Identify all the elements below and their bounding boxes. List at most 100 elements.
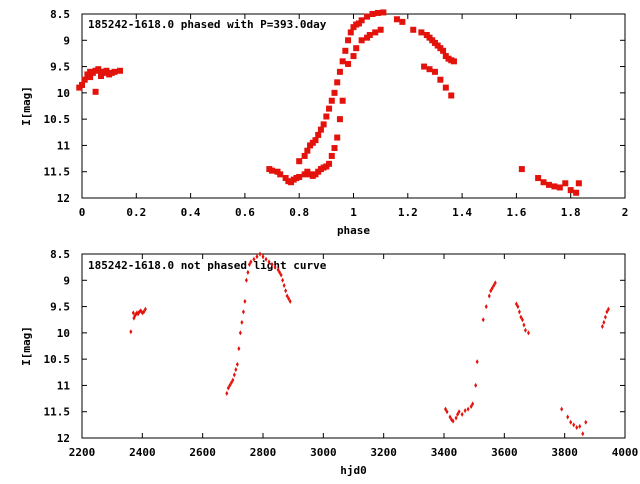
data-point xyxy=(339,97,346,104)
x-tick-label: 1.6 xyxy=(506,206,526,219)
data-point xyxy=(331,145,338,152)
data-point xyxy=(573,189,580,196)
data-point xyxy=(399,18,406,25)
data-point xyxy=(264,256,268,262)
data-point xyxy=(474,382,478,388)
data-series xyxy=(76,9,582,196)
data-point xyxy=(129,329,133,335)
y-tick-label: 8.5 xyxy=(50,248,70,261)
data-point xyxy=(355,20,362,27)
data-point xyxy=(282,175,289,182)
data-series xyxy=(129,251,610,437)
data-point xyxy=(345,37,352,44)
data-point xyxy=(456,411,460,417)
data-point xyxy=(369,11,376,17)
data-point xyxy=(350,53,357,60)
data-point xyxy=(584,419,588,425)
data-point xyxy=(575,180,582,187)
data-point xyxy=(273,264,277,270)
chart-2: 2200 2400 2600 2800 3000 3200 3400 3600 3800 4000… xyxy=(20,248,638,477)
data-point xyxy=(545,181,552,188)
data-point xyxy=(484,304,488,310)
data-point xyxy=(518,166,525,173)
data-point xyxy=(481,317,485,323)
data-point xyxy=(460,411,464,417)
x-tick-label: 0 xyxy=(79,206,86,219)
y-axis-label: I[mag] xyxy=(20,86,33,126)
data-point xyxy=(255,254,259,260)
data-point xyxy=(301,152,308,159)
data-point xyxy=(522,322,526,328)
data-point xyxy=(578,423,582,429)
data-point xyxy=(560,406,564,412)
data-point xyxy=(326,105,333,112)
x-tick-label: 3000 xyxy=(310,446,337,459)
data-point xyxy=(492,283,496,289)
data-point xyxy=(535,175,542,182)
data-point xyxy=(240,319,244,325)
data-point xyxy=(489,288,493,294)
x-tick-label: 2 xyxy=(622,206,629,219)
data-point xyxy=(364,13,371,20)
data-point xyxy=(517,309,521,315)
data-point xyxy=(79,81,85,88)
data-point xyxy=(336,116,343,123)
data-point xyxy=(249,259,253,265)
x-tick-label: 4000 xyxy=(612,446,639,459)
data-point xyxy=(454,415,458,421)
data-point xyxy=(117,67,124,74)
data-point xyxy=(426,66,433,73)
data-point xyxy=(339,58,346,65)
data-point xyxy=(234,367,238,373)
y-tick-label: 11 xyxy=(57,139,71,152)
data-point xyxy=(353,45,360,52)
data-point xyxy=(519,314,523,320)
data-point xyxy=(270,262,274,268)
data-point xyxy=(235,361,239,367)
data-point xyxy=(469,403,473,409)
data-point xyxy=(281,277,285,283)
data-point xyxy=(358,37,365,44)
y-tick-label: 12 xyxy=(57,432,70,445)
x-axis-label: phase xyxy=(337,224,370,237)
y-tick-label: 12 xyxy=(57,192,70,205)
data-point xyxy=(244,277,248,283)
x-tick-label: 3600 xyxy=(491,446,518,459)
x-tick-label: 0.4 xyxy=(181,206,201,219)
data-point xyxy=(514,301,518,307)
data-point xyxy=(516,304,520,310)
x-tick-label: 1.4 xyxy=(452,206,472,219)
x-axis-label: hjd0 xyxy=(340,464,367,477)
y-axis-label: I[mag] xyxy=(20,326,33,366)
x-tick-label: 1 xyxy=(350,206,357,219)
data-point xyxy=(562,180,569,187)
data-point xyxy=(326,160,333,167)
data-point xyxy=(278,269,282,275)
data-point xyxy=(523,327,527,333)
data-point xyxy=(320,121,327,128)
data-point xyxy=(569,419,573,425)
x-tick-label: 0.8 xyxy=(289,206,309,219)
data-point xyxy=(258,251,262,257)
data-point xyxy=(572,422,576,428)
data-point xyxy=(342,47,349,54)
data-point xyxy=(81,76,88,83)
data-point xyxy=(540,179,547,186)
data-point xyxy=(448,92,455,99)
data-point xyxy=(287,296,291,302)
chart-title: 185242-1618.0 phased with P=393.0day xyxy=(88,18,327,31)
data-point xyxy=(366,32,373,39)
x-tick-label: 1.8 xyxy=(561,206,581,219)
data-point xyxy=(232,372,236,378)
data-point xyxy=(226,385,230,391)
data-point xyxy=(103,67,110,74)
data-point xyxy=(231,377,235,383)
data-point xyxy=(575,424,579,430)
data-point xyxy=(228,382,232,388)
data-point xyxy=(246,269,250,275)
x-tick-label: 2800 xyxy=(250,446,277,459)
data-point xyxy=(277,171,284,178)
x-tick-label: 3200 xyxy=(370,446,397,459)
data-point xyxy=(605,309,609,315)
